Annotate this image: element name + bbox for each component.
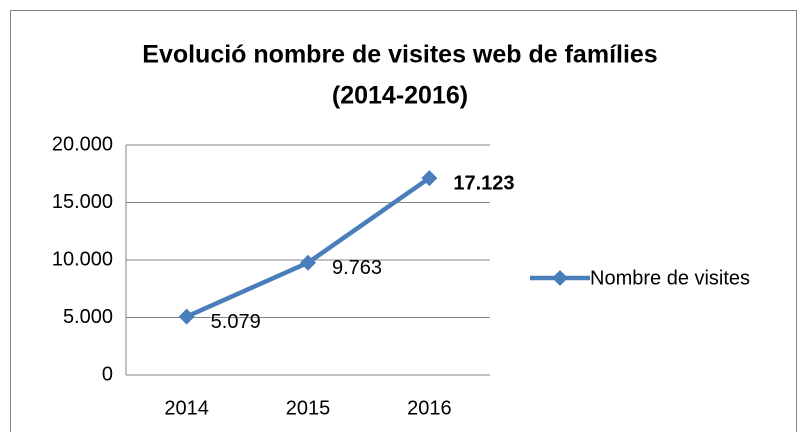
data-label: 9.763 [332, 257, 382, 279]
y-tick-label: 15.000 [52, 191, 113, 213]
y-tick-label: 5.000 [63, 306, 113, 328]
y-tick-label: 20.000 [52, 133, 113, 155]
legend-marker [552, 270, 568, 286]
x-tick-label: 2014 [164, 397, 209, 419]
chart-title: (2014-2016) [332, 82, 468, 110]
chart-frame [10, 10, 797, 432]
y-tick-label: 10.000 [52, 248, 113, 270]
x-tick-label: 2015 [286, 397, 331, 419]
x-tick-label: 2016 [407, 397, 452, 419]
point-marker [300, 254, 316, 271]
legend-label: Nombre de visites [590, 267, 750, 289]
point-marker [421, 170, 438, 187]
data-label: 5.079 [211, 311, 261, 333]
chart-title: Evolució nombre de visites web de famíli… [142, 41, 657, 69]
y-tick-label: 0 [102, 363, 113, 385]
point-marker [178, 308, 195, 325]
data-label: 17.123 [453, 172, 514, 194]
